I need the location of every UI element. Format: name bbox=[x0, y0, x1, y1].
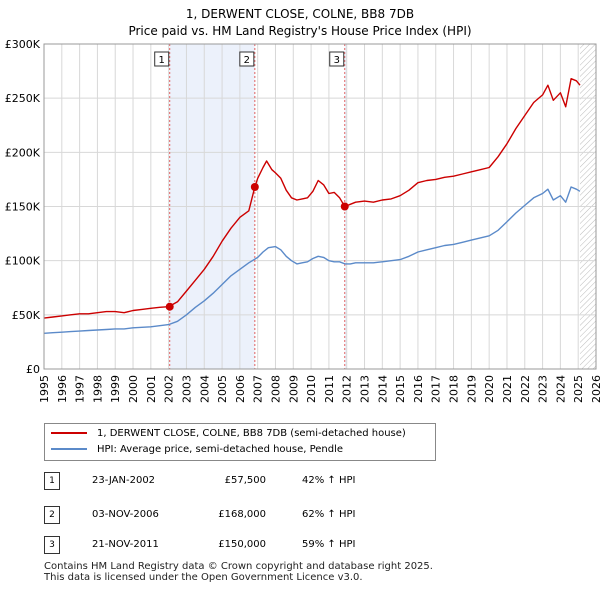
sale-row: 1 23-JAN-2002 £57,500 42% ↑ HPI bbox=[44, 472, 444, 490]
x-tick-label: 1998 bbox=[91, 375, 104, 403]
sale-marker-box bbox=[329, 51, 345, 67]
footer-attribution: Contains HM Land Registry data © Crown c… bbox=[44, 561, 433, 583]
x-tick-label: 2002 bbox=[163, 375, 176, 403]
footer-line-2: This data is licensed under the Open Gov… bbox=[44, 572, 363, 583]
sale-marker-label: 2 bbox=[244, 55, 250, 66]
chart-title: 1, DERWENT CLOSE, COLNE, BB8 7DB bbox=[185, 7, 415, 21]
y-tick-label: £250K bbox=[5, 92, 41, 105]
x-tick-label: 2023 bbox=[537, 375, 550, 403]
hpi-line bbox=[43, 186, 581, 334]
x-tick-label: 2016 bbox=[412, 375, 425, 403]
y-tick-label: £300K bbox=[5, 38, 41, 51]
sale-marker-box bbox=[239, 51, 255, 67]
x-tick-label: 2011 bbox=[323, 375, 336, 403]
sale-point bbox=[340, 202, 349, 211]
x-tick-label: 2026 bbox=[590, 375, 600, 403]
x-tick-label: 2022 bbox=[519, 375, 532, 403]
sale-marker-label: 3 bbox=[334, 55, 340, 66]
x-tick-label: 2013 bbox=[359, 375, 372, 403]
sale-price: £150,000 bbox=[218, 539, 266, 550]
legend-label-hpi: HPI: Average price, semi-detached house,… bbox=[97, 444, 344, 455]
legend-label-property: 1, DERWENT CLOSE, COLNE, BB8 7DB (semi-d… bbox=[97, 428, 406, 439]
sale-marker-label: 1 bbox=[159, 55, 165, 66]
x-tick-label: 1996 bbox=[56, 375, 69, 403]
x-tick-label: 2012 bbox=[341, 375, 354, 403]
y-tick-label: £150K bbox=[5, 201, 41, 214]
sale-date: 03-NOV-2006 bbox=[92, 509, 159, 520]
x-tick-label: 1999 bbox=[109, 375, 122, 403]
sale-hpi-change: 62% ↑ HPI bbox=[302, 509, 356, 520]
sale-date: 23-JAN-2002 bbox=[92, 475, 156, 486]
x-tick-label: 2020 bbox=[483, 375, 496, 403]
x-tick-label: 2024 bbox=[554, 375, 567, 403]
legend-swatch-red bbox=[51, 432, 87, 434]
x-tick-label: 2006 bbox=[234, 375, 247, 403]
x-tick-label: 2014 bbox=[376, 375, 389, 403]
x-tick-label: 2018 bbox=[448, 375, 461, 403]
legend-item-property: 1, DERWENT CLOSE, COLNE, BB8 7DB (semi-d… bbox=[51, 426, 406, 442]
legend-item-hpi: HPI: Average price, semi-detached house,… bbox=[51, 442, 343, 458]
x-tick-label: 2003 bbox=[180, 375, 193, 403]
sale-hpi-change: 59% ↑ HPI bbox=[302, 539, 356, 550]
x-tick-label: 2005 bbox=[216, 375, 229, 403]
x-tick-label: 2017 bbox=[430, 375, 443, 403]
sale-date: 21-NOV-2011 bbox=[92, 539, 159, 550]
chart-legend: 1, DERWENT CLOSE, COLNE, BB8 7DB (semi-d… bbox=[44, 423, 436, 461]
sale-row: 2 03-NOV-2006 £168,000 62% ↑ HPI bbox=[44, 506, 444, 524]
y-tick-label: £0 bbox=[26, 363, 40, 376]
property-price-line bbox=[43, 77, 581, 319]
sale-point bbox=[250, 183, 259, 191]
chart-title-block: 1, DERWENT CLOSE, COLNE, BB8 7DB Price p… bbox=[0, 6, 600, 40]
footer-line-1: Contains HM Land Registry data © Crown c… bbox=[44, 561, 433, 572]
x-tick-label: 2025 bbox=[572, 375, 585, 403]
x-tick-label: 2009 bbox=[287, 375, 300, 403]
sale-hpi-change: 42% ↑ HPI bbox=[302, 475, 356, 486]
price-chart: 1 2 3 £0 £50K £100K £150K £200K £250K £300K 1995 1… bbox=[5, 38, 600, 403]
chart-subtitle: Price paid vs. HM Land Registry's House … bbox=[128, 24, 472, 38]
sale-row: 3 21-NOV-2011 £150,000 59% ↑ HPI bbox=[44, 536, 444, 554]
sale-marker-box bbox=[154, 51, 170, 67]
x-tick-label: 2007 bbox=[252, 375, 265, 403]
x-tick-label: 1997 bbox=[74, 375, 87, 403]
x-tick-label: 2021 bbox=[501, 375, 514, 403]
x-tick-label: 2008 bbox=[269, 375, 282, 403]
x-tick-label: 2019 bbox=[465, 375, 478, 403]
plot-frame bbox=[43, 43, 597, 370]
y-tick-label: £50K bbox=[12, 309, 41, 322]
legend-swatch-blue bbox=[51, 448, 87, 450]
sale-number-badge: 3 bbox=[44, 536, 60, 554]
sale-price: £168,000 bbox=[218, 509, 266, 520]
y-tick-label: £200K bbox=[5, 146, 41, 159]
y-tick-label: £100K bbox=[5, 255, 41, 268]
sale-price: £57,500 bbox=[224, 475, 266, 486]
x-tick-label: 2010 bbox=[305, 375, 318, 403]
x-tick-label: 2004 bbox=[198, 375, 211, 403]
x-tick-label: 2001 bbox=[145, 375, 158, 403]
x-tick-label: 1995 bbox=[38, 375, 51, 403]
sale-number-badge: 1 bbox=[44, 472, 60, 490]
x-tick-label: 2000 bbox=[127, 375, 140, 403]
x-tick-label: 2015 bbox=[394, 375, 407, 403]
sale-number-badge: 2 bbox=[44, 506, 60, 524]
sale-point bbox=[165, 302, 174, 311]
